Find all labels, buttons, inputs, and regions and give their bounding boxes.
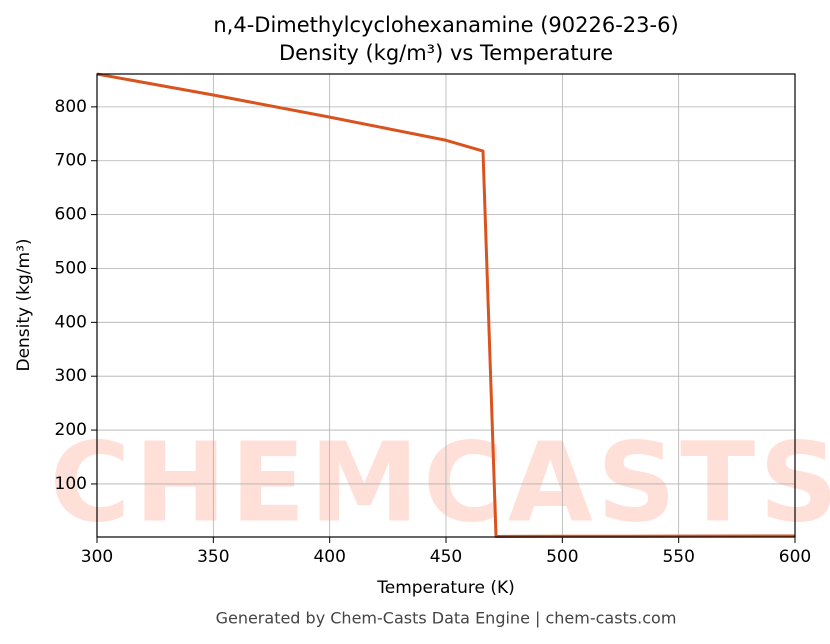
x-tick-label: 300: [81, 547, 113, 567]
y-tick-label: 200: [55, 420, 87, 440]
data-line: [96, 72, 796, 538]
y-axis-label: Density (kg/m³): [14, 238, 34, 371]
plot-frame: [96, 73, 796, 538]
chart-subtitle: Density (kg/m³) vs Temperature: [279, 41, 613, 65]
x-axis-label: Temperature (K): [376, 578, 515, 598]
y-tick-label: 300: [55, 366, 87, 386]
watermark: CHEMCASTS: [50, 418, 830, 546]
y-tick-label: 500: [55, 258, 87, 278]
y-tick-label: 800: [55, 97, 87, 117]
y-tick-label: 700: [55, 151, 87, 171]
y-tick-label: 100: [55, 474, 87, 494]
x-tick-label: 400: [313, 547, 345, 567]
footer: Generated by Chem-Casts Data Engine | ch…: [216, 609, 677, 628]
x-tick-label: 500: [546, 547, 578, 567]
chart-title: n,4-Dimethylcyclohexanamine (90226-23-6): [213, 13, 678, 37]
x-tick-label: 450: [430, 547, 462, 567]
x-tick-label: 350: [197, 547, 229, 567]
x-tick-label: 550: [662, 547, 694, 567]
y-tick-label: 600: [55, 205, 87, 225]
x-tick-label: 600: [779, 547, 811, 567]
y-tick-label: 400: [55, 312, 87, 332]
